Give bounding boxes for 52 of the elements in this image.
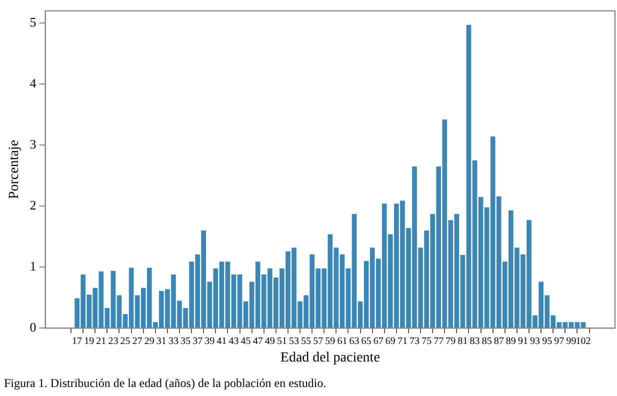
y-tick-label: 3 [30,136,36,152]
x-tick-label: 17 [72,336,82,347]
x-tick-label: 33 [168,336,178,347]
x-tick-label: 41 [216,336,227,347]
x-tick-label: 67 [373,336,384,347]
x-tick-label: 102 [576,336,591,347]
text: Figura 1. Distribución de la edad (años) de la población en estudio. [4,376,326,391]
x-tick-label: 73 [410,336,420,347]
x-tick-label: 61 [337,336,348,347]
x-tick-label: 77 [434,336,444,347]
x-tick-label: 29 [144,336,154,347]
x-tick-label: 91 [518,336,528,347]
x-tick-label: 71 [397,336,408,347]
x-tick-label: 89 [506,336,516,347]
x-tick-label: 45 [240,336,251,347]
x-tick-label: 37 [192,336,203,347]
x-tick-label: 93 [530,336,540,347]
y-tick-label: 0 [30,320,36,335]
x-tick-label: 59 [325,336,336,347]
y-tick-label: 2 [30,198,36,213]
y-axis-title: Porcentaje [7,140,22,200]
x-tick-label: 19 [84,336,94,347]
x-tick-label: 21 [96,336,106,347]
x-tick-label: 53 [288,336,299,347]
x-tick-label: 57 [313,336,324,347]
x-tick-label: 81 [458,336,468,347]
x-tick-label: 79 [446,336,456,347]
x-tick-label: 25 [120,336,130,347]
x-tick-label: 83 [470,336,480,347]
x-tick-label: 39 [204,336,215,347]
x-tick-label: 43 [228,336,239,347]
x-tick-label: 35 [180,336,191,347]
x-tick-label: 69 [385,336,396,347]
y-tick-label: 5 [30,14,36,30]
x-tick-label: 63 [349,336,360,347]
x-tick-label: 51 [276,336,287,347]
x-axis-title: Edad del paciente [280,350,380,366]
x-tick-label: 31 [156,336,166,347]
x-tick-label: 97 [554,336,564,347]
y-tick-label: 1 [30,258,36,274]
x-tick-label: 99 [566,336,576,347]
x-tick-label: 65 [361,336,372,347]
x-tick-label: 95 [542,336,552,347]
x-tick-label: 27 [132,336,142,347]
x-tick-label: 87 [494,336,504,347]
x-tick-label: 49 [264,336,275,347]
x-tick-label: 85 [482,336,492,347]
y-tick-label: 4 [30,75,37,90]
x-tick-label: 55 [301,336,312,347]
x-tick-label: 75 [422,336,432,347]
x-tick-label: 23 [108,336,118,347]
x-tick-label: 47 [252,336,263,347]
